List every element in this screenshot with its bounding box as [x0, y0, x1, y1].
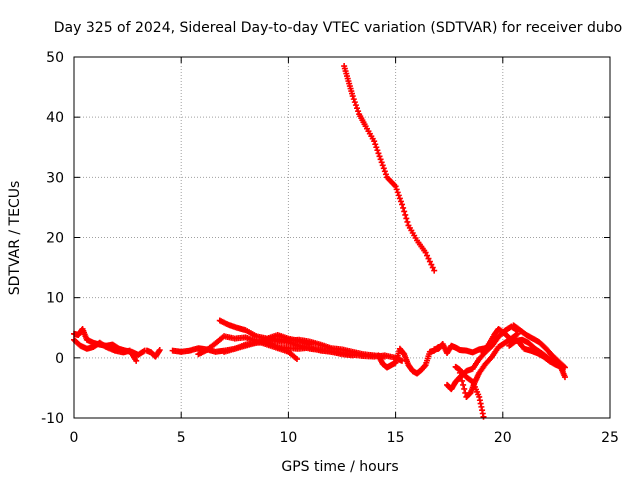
data-point [382, 171, 389, 178]
data-marks [71, 63, 568, 420]
data-point [561, 374, 568, 381]
x-tick-label: 20 [494, 430, 512, 446]
series-arc-c [143, 347, 163, 360]
y-tick-label: 40 [46, 110, 64, 126]
data-point [373, 144, 380, 151]
data-point [355, 108, 362, 115]
data-point [372, 141, 379, 148]
data-point [354, 105, 361, 112]
data-point [456, 369, 463, 376]
data-point [459, 377, 466, 384]
data-point [374, 147, 381, 154]
data-point [403, 215, 410, 222]
data-point [392, 183, 399, 190]
data-point [561, 364, 568, 371]
data-point [457, 373, 464, 380]
data-point [378, 159, 385, 166]
data-point [424, 252, 431, 259]
y-tick-label: -10 [41, 411, 64, 427]
x-tick-label: 10 [279, 430, 297, 446]
data-point [397, 198, 404, 205]
axis-ticks: 0 5 10 15 20 25 -10 0 10 20 30 40 50 [41, 50, 619, 446]
data-point [375, 150, 382, 157]
series-arc-a [71, 325, 148, 358]
chart-title: Day 325 of 2024, Sidereal Day-to-day VTE… [54, 20, 622, 36]
data-point [380, 165, 387, 172]
data-point [431, 267, 438, 274]
data-point [513, 331, 520, 338]
data-point [429, 264, 436, 271]
y-tick-label: 50 [46, 50, 64, 66]
y-axis-label: SDTVAR / TECUs [7, 181, 23, 296]
data-point [394, 189, 401, 196]
data-point [393, 186, 400, 193]
data-point [422, 249, 429, 256]
y-tick-label: 30 [46, 170, 64, 186]
data-point [560, 363, 567, 370]
data-point [404, 218, 411, 225]
data-point [371, 138, 378, 145]
data-point [133, 357, 140, 364]
series-descending-arc [341, 63, 438, 274]
series-arc-m [456, 330, 521, 400]
x-axis-label: GPS time / hours [281, 459, 398, 475]
data-point [351, 99, 358, 106]
y-tick-label: 10 [46, 291, 64, 307]
data-point [401, 208, 408, 215]
data-point [426, 258, 433, 265]
y-tick-label: 20 [46, 231, 64, 247]
x-tick-label: 15 [387, 430, 405, 446]
series-arc-o [506, 336, 568, 381]
data-point [350, 96, 357, 103]
data-point [156, 347, 163, 354]
data-point [376, 153, 383, 160]
data-point [379, 162, 386, 169]
data-point [381, 168, 388, 175]
data-point [428, 261, 435, 268]
data-point [399, 201, 406, 208]
grid [74, 57, 610, 418]
series-arc-b [71, 336, 140, 364]
data-point [396, 195, 403, 202]
data-point [352, 102, 359, 109]
series-arc-j [431, 340, 489, 357]
data-point [349, 93, 356, 100]
x-tick-label: 25 [601, 430, 619, 446]
data-point [293, 356, 300, 363]
x-tick-label: 0 [70, 430, 79, 446]
x-tick-label: 5 [177, 430, 186, 446]
data-point [399, 357, 406, 364]
data-point [461, 385, 468, 392]
data-point [514, 330, 521, 337]
data-point [425, 255, 432, 262]
series-arc-p [510, 322, 568, 371]
data-point [402, 211, 409, 218]
data-point [400, 204, 407, 211]
data-point [480, 413, 487, 420]
y-tick-label: 0 [55, 351, 64, 367]
data-point [395, 192, 402, 199]
data-point [377, 156, 384, 163]
data-point [460, 381, 467, 388]
